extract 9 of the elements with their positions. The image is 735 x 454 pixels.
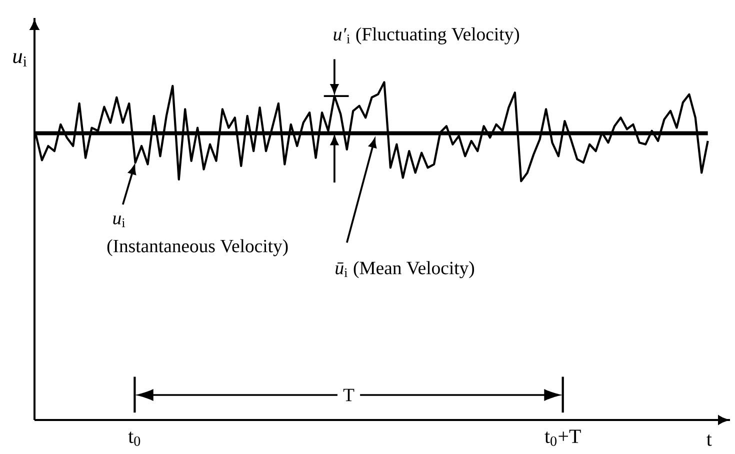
text: u′$_{i}$ (Fluctuating Velocity) — [334, 27, 520, 44]
text: t$_{0}$ — [128, 432, 140, 446]
annotation: (Instantaneous Velocity) — [107, 239, 288, 256]
ref-line-label: ū$_{i}$ (Mean Velocity) — [336, 261, 474, 278]
annotation: T — [343, 388, 354, 402]
text: t$_{0}$+T — [544, 430, 581, 446]
annotation: u$_{i}$ — [113, 216, 126, 228]
x-axis-title: t — [706, 434, 712, 446]
y-axis-title: u$_{i}$ — [13, 53, 27, 66]
